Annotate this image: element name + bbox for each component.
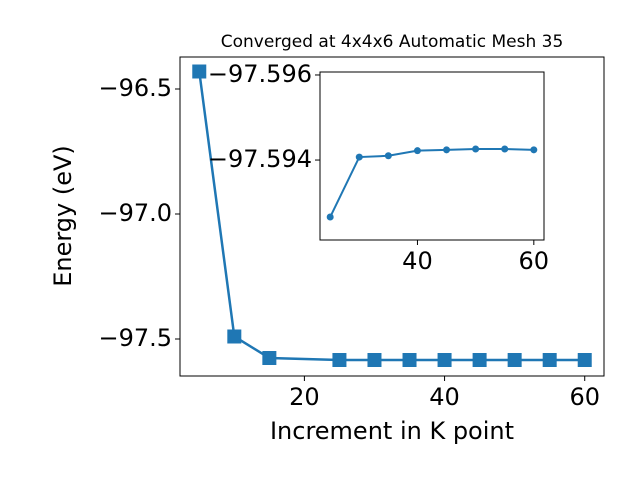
data-point xyxy=(227,329,242,344)
y-tick-label: −97.594 xyxy=(208,145,312,173)
x-tick-label: 40 xyxy=(402,247,433,275)
data-point xyxy=(577,353,592,367)
x-tick-label: 40 xyxy=(429,383,460,411)
y-tick-label: −97.596 xyxy=(208,60,312,88)
data-point xyxy=(542,353,557,367)
chart-title: Converged at 4x4x6 Automatic Mesh 35 xyxy=(221,32,564,52)
data-line xyxy=(329,147,534,218)
data-point xyxy=(332,353,347,367)
data-point xyxy=(437,353,452,367)
data-point xyxy=(501,145,509,153)
y-tick-label: −97.5 xyxy=(98,324,172,352)
data-point xyxy=(443,146,451,154)
inset-frame xyxy=(319,71,545,241)
data-point xyxy=(355,153,363,161)
y-tick-label: −97.0 xyxy=(98,199,172,227)
data-point xyxy=(507,353,522,367)
data-point xyxy=(472,145,480,153)
data-point xyxy=(413,147,421,155)
data-point xyxy=(472,353,487,367)
data-point xyxy=(367,353,382,367)
x-tick-label: 60 xyxy=(519,247,550,275)
x-tick-label: 60 xyxy=(569,383,600,411)
data-point xyxy=(192,64,207,79)
y-axis-label: Energy (eV) xyxy=(49,145,77,287)
y-tick-label: −96.5 xyxy=(98,74,172,102)
data-point xyxy=(262,351,277,365)
data-point xyxy=(402,353,417,367)
data-point xyxy=(384,152,392,160)
data-point xyxy=(530,146,538,154)
x-axis-label: Increment in K point xyxy=(270,417,514,445)
x-tick-label: 20 xyxy=(289,383,320,411)
data-point xyxy=(326,213,334,221)
